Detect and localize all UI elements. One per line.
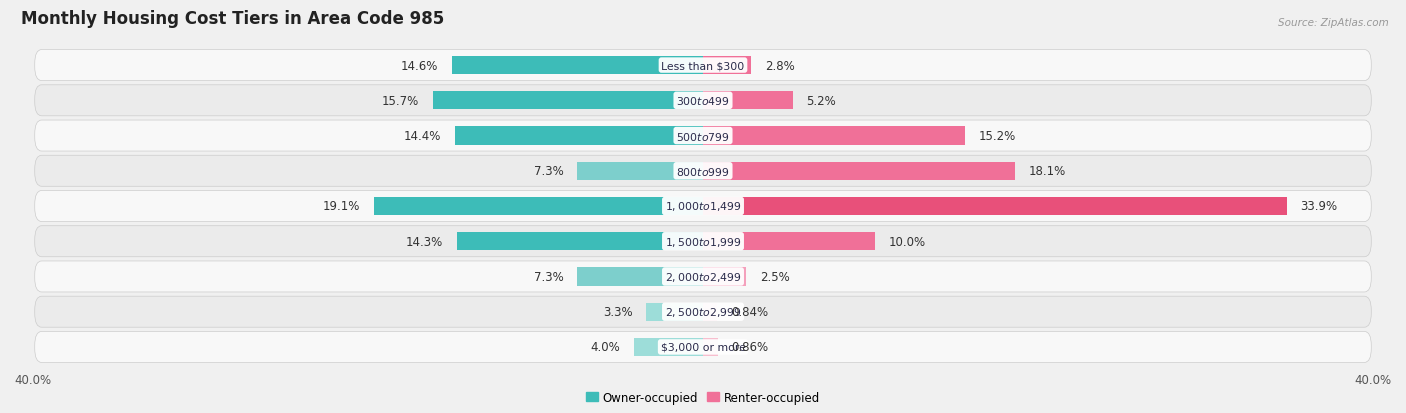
Bar xyxy=(703,57,751,75)
Text: 0.86%: 0.86% xyxy=(731,341,769,354)
Bar xyxy=(703,233,875,251)
Text: $500 to $799: $500 to $799 xyxy=(676,130,730,142)
Text: 40.0%: 40.0% xyxy=(14,373,51,387)
Text: 14.3%: 14.3% xyxy=(406,235,443,248)
Text: Less than $300: Less than $300 xyxy=(661,61,745,71)
Bar xyxy=(703,303,717,321)
FancyBboxPatch shape xyxy=(35,297,1371,328)
Text: 18.1%: 18.1% xyxy=(1029,165,1066,178)
Text: 2.8%: 2.8% xyxy=(765,59,794,72)
Text: Monthly Housing Cost Tiers in Area Code 985: Monthly Housing Cost Tiers in Area Code … xyxy=(21,10,444,28)
FancyBboxPatch shape xyxy=(35,332,1371,363)
Bar xyxy=(634,338,703,356)
Legend: Owner-occupied, Renter-occupied: Owner-occupied, Renter-occupied xyxy=(581,387,825,409)
FancyBboxPatch shape xyxy=(35,191,1371,222)
FancyBboxPatch shape xyxy=(35,261,1371,292)
Bar xyxy=(578,162,703,180)
Text: $2,500 to $2,999: $2,500 to $2,999 xyxy=(665,306,741,318)
Text: $3,000 or more: $3,000 or more xyxy=(661,342,745,352)
Text: 3.3%: 3.3% xyxy=(603,306,633,318)
Text: 10.0%: 10.0% xyxy=(889,235,927,248)
Bar xyxy=(703,338,718,356)
Bar xyxy=(451,57,703,75)
FancyBboxPatch shape xyxy=(35,50,1371,81)
Text: 14.4%: 14.4% xyxy=(404,130,441,142)
Bar xyxy=(374,197,703,216)
Text: $2,000 to $2,499: $2,000 to $2,499 xyxy=(665,271,741,283)
Bar xyxy=(703,268,747,286)
Text: $1,500 to $1,999: $1,500 to $1,999 xyxy=(665,235,741,248)
Text: $300 to $499: $300 to $499 xyxy=(676,95,730,107)
FancyBboxPatch shape xyxy=(35,121,1371,152)
Text: 15.2%: 15.2% xyxy=(979,130,1015,142)
Bar xyxy=(647,303,703,321)
Bar xyxy=(703,92,793,110)
Text: Source: ZipAtlas.com: Source: ZipAtlas.com xyxy=(1278,18,1389,28)
FancyBboxPatch shape xyxy=(35,226,1371,257)
Text: 2.5%: 2.5% xyxy=(759,271,790,283)
FancyBboxPatch shape xyxy=(35,156,1371,187)
Text: 40.0%: 40.0% xyxy=(1355,373,1392,387)
Text: 33.9%: 33.9% xyxy=(1301,200,1337,213)
Text: 7.3%: 7.3% xyxy=(534,165,564,178)
Text: 7.3%: 7.3% xyxy=(534,271,564,283)
Text: 14.6%: 14.6% xyxy=(401,59,437,72)
Bar xyxy=(456,127,703,145)
Text: 19.1%: 19.1% xyxy=(323,200,360,213)
Text: $800 to $999: $800 to $999 xyxy=(676,165,730,177)
Text: 4.0%: 4.0% xyxy=(591,341,620,354)
Text: $1,000 to $1,499: $1,000 to $1,499 xyxy=(665,200,741,213)
Bar xyxy=(433,92,703,110)
Text: 5.2%: 5.2% xyxy=(807,95,837,107)
Bar xyxy=(703,162,1015,180)
Bar xyxy=(578,268,703,286)
Bar xyxy=(703,127,965,145)
Bar xyxy=(457,233,703,251)
Text: 0.84%: 0.84% xyxy=(731,306,768,318)
Text: 15.7%: 15.7% xyxy=(381,95,419,107)
FancyBboxPatch shape xyxy=(35,85,1371,116)
Bar xyxy=(703,197,1286,216)
